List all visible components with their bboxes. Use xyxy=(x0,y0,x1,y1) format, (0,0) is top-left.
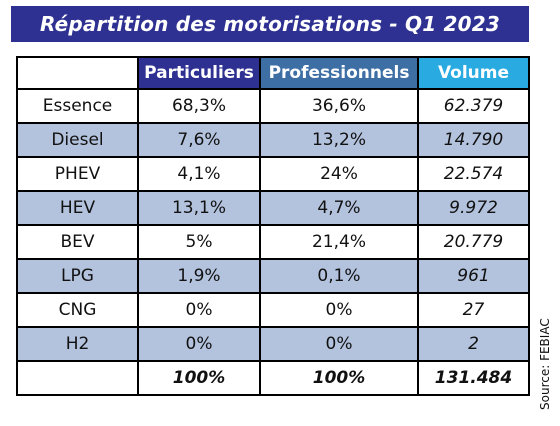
professionnels-cell: 24% xyxy=(259,156,419,192)
row-label: BEV xyxy=(16,224,139,260)
total-volume-cell: 131.484 xyxy=(417,360,530,396)
particuliers-cell: 4,1% xyxy=(137,156,261,192)
particuliers-cell: 5% xyxy=(137,224,261,260)
header-corner-cell xyxy=(16,56,139,90)
row-label: Essence xyxy=(16,88,139,124)
volume-cell: 2 xyxy=(417,326,530,362)
total-professionnels-cell: 100% xyxy=(259,360,419,396)
header-volume: Volume xyxy=(417,56,530,90)
professionnels-cell: 0% xyxy=(259,326,419,362)
volume-cell: 27 xyxy=(417,292,530,328)
table-row: BEV 5% 21,4% 20.779 xyxy=(16,224,530,260)
volume-cell: 14.790 xyxy=(417,122,530,158)
volume-cell: 961 xyxy=(417,258,530,294)
volume-cell: 62.379 xyxy=(417,88,530,124)
table-title: Répartition des motorisations - Q1 2023 xyxy=(11,6,529,42)
table-row: H2 0% 0% 2 xyxy=(16,326,530,362)
volume-cell: 20.779 xyxy=(417,224,530,260)
header-particuliers: Particuliers xyxy=(137,56,261,90)
table-row: Essence 68,3% 36,6% 62.379 xyxy=(16,88,530,124)
row-label: H2 xyxy=(16,326,139,362)
professionnels-cell: 21,4% xyxy=(259,224,419,260)
row-label: PHEV xyxy=(16,156,139,192)
particuliers-cell: 0% xyxy=(137,326,261,362)
header-row: Particuliers Professionnels Volume xyxy=(16,56,530,90)
table-row: Diesel 7,6% 13,2% 14.790 xyxy=(16,122,530,158)
row-label: CNG xyxy=(16,292,139,328)
row-label: Diesel xyxy=(16,122,139,158)
table-body: Essence 68,3% 36,6% 62.379 Diesel 7,6% 13,2% 14… xyxy=(16,88,530,396)
total-row-label xyxy=(16,360,139,396)
source-note: Source: FEBIAC xyxy=(538,318,552,410)
volume-cell: 22.574 xyxy=(417,156,530,192)
header-professionnels: Professionnels xyxy=(259,56,419,90)
volume-cell: 9.972 xyxy=(417,190,530,226)
particuliers-cell: 1,9% xyxy=(137,258,261,294)
professionnels-cell: 0% xyxy=(259,292,419,328)
particuliers-cell: 13,1% xyxy=(137,190,261,226)
row-label: HEV xyxy=(16,190,139,226)
total-particuliers-cell: 100% xyxy=(137,360,261,396)
professionnels-cell: 36,6% xyxy=(259,88,419,124)
particuliers-cell: 68,3% xyxy=(137,88,261,124)
table-row: HEV 13,1% 4,7% 9.972 xyxy=(16,190,530,226)
particuliers-cell: 7,6% xyxy=(137,122,261,158)
professionnels-cell: 0,1% xyxy=(259,258,419,294)
motorisation-table: Particuliers Professionnels Volume Essen… xyxy=(16,56,530,396)
professionnels-cell: 4,7% xyxy=(259,190,419,226)
row-label: LPG xyxy=(16,258,139,294)
table-row: LPG 1,9% 0,1% 961 xyxy=(16,258,530,294)
professionnels-cell: 13,2% xyxy=(259,122,419,158)
particuliers-cell: 0% xyxy=(137,292,261,328)
total-row: 100% 100% 131.484 xyxy=(16,360,530,396)
table-row: CNG 0% 0% 27 xyxy=(16,292,530,328)
table-row: PHEV 4,1% 24% 22.574 xyxy=(16,156,530,192)
